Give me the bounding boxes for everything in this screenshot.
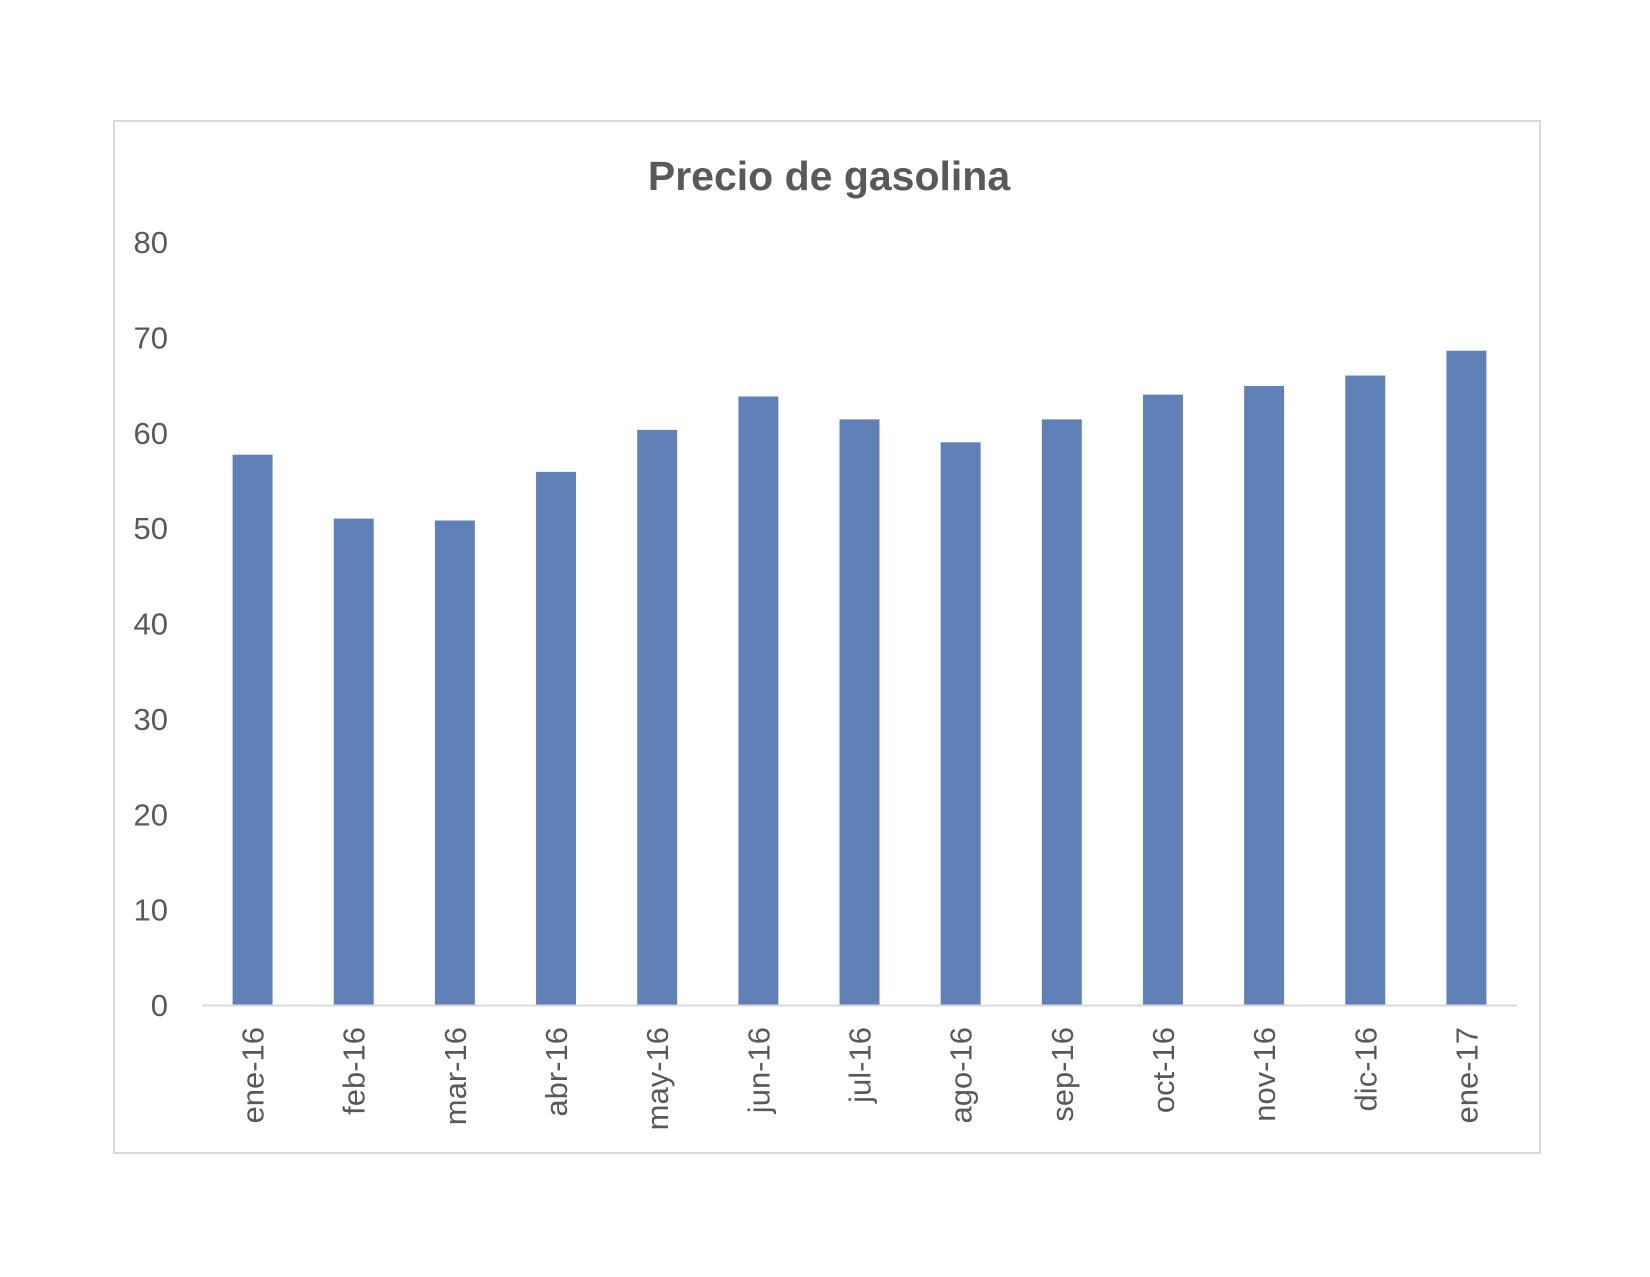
x-tick-label: abr-16 [539,1027,574,1117]
bar [333,518,374,1005]
y-tick-label: 10 [134,893,168,928]
bar [1345,375,1386,1005]
chart-frame: Precio de gasolina 0 10 20 30 40 50 60 70 80 ene… [113,120,1541,1154]
bar [1142,394,1183,1006]
bar [434,520,475,1005]
bar [839,419,880,1006]
x-tick-label: ene-16 [236,1027,271,1124]
bar [232,454,273,1005]
y-tick-label: 50 [134,511,168,546]
x-tick-label: may-16 [640,1027,675,1130]
x-axis-labels: ene-16 feb-16 mar-16 abr-16 may-16 jun-16 jul-… [236,1027,1485,1130]
x-tick-label: ago-16 [944,1027,979,1124]
bar [536,471,577,1005]
x-tick-label: ene-17 [1449,1027,1484,1124]
bar [738,396,779,1005]
y-tick-label: 70 [134,320,168,355]
bar [1244,386,1285,1005]
x-tick-label: oct-16 [1146,1027,1181,1113]
x-tick-label: jul-16 [843,1027,878,1104]
x-tick-label: sep-16 [1045,1027,1080,1122]
x-tick-label: dic-16 [1348,1027,1383,1111]
y-axis-ticks: 0 10 20 30 40 50 60 70 80 [134,225,168,1023]
x-tick-label: nov-16 [1247,1027,1282,1122]
y-tick-label: 0 [151,988,168,1023]
x-tick-label: mar-16 [438,1027,473,1125]
y-tick-label: 80 [134,225,168,260]
y-tick-label: 60 [134,416,168,451]
bar [940,442,981,1006]
bar [637,429,678,1005]
bars [232,350,1487,1006]
y-tick-label: 20 [134,797,168,832]
bar [1041,419,1082,1006]
y-tick-label: 30 [134,702,168,737]
x-tick-label: jun-16 [741,1027,776,1114]
chart-title: Precio de gasolina [648,153,1011,199]
x-tick-label: feb-16 [337,1027,372,1115]
y-tick-label: 40 [134,607,168,642]
bar [1446,350,1487,1005]
